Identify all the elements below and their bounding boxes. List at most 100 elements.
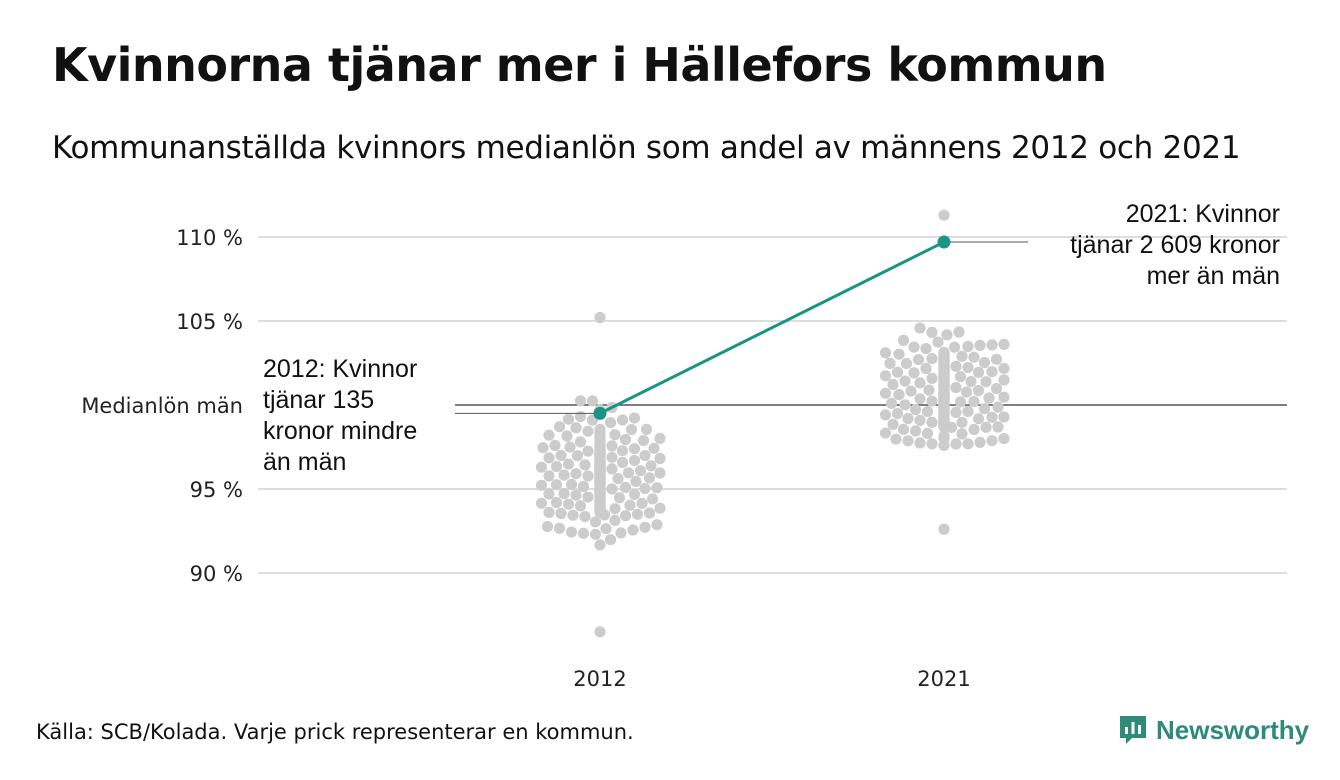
data-point [616, 445, 629, 457]
data-point [624, 499, 636, 511]
data-point [634, 465, 647, 477]
data-point [968, 351, 980, 363]
data-point [594, 423, 606, 435]
data-point [986, 411, 998, 423]
data-point [884, 357, 896, 369]
data-point [606, 440, 618, 452]
data-point [905, 385, 917, 397]
data-point [606, 451, 618, 463]
data-point [938, 523, 950, 535]
data-point [535, 461, 548, 473]
data-point [998, 411, 1010, 423]
data-point [637, 434, 650, 447]
data-point [612, 473, 624, 485]
data-point [998, 391, 1010, 403]
data-point [582, 491, 594, 503]
data-point [926, 353, 938, 365]
data-point [962, 438, 974, 450]
data-point [879, 370, 892, 382]
data-point [535, 497, 548, 509]
data-point [558, 488, 570, 500]
data-point [986, 339, 998, 351]
data-point [582, 425, 594, 437]
data-point [908, 367, 920, 379]
data-point [577, 527, 590, 539]
data-point [562, 458, 575, 470]
annotation-line: kronor mindre [263, 417, 417, 445]
data-point [954, 396, 967, 408]
data-point [622, 467, 635, 479]
data-point [885, 397, 898, 409]
data-point [986, 366, 998, 378]
data-point [628, 412, 641, 424]
data-point [962, 361, 974, 374]
highlight-point [593, 406, 607, 420]
data-point [549, 439, 561, 452]
data-point [965, 376, 977, 388]
data-point [926, 416, 938, 428]
data-point [630, 475, 642, 487]
data-point [950, 360, 962, 372]
chart-subtitle: Kommunanställda kvinnors medianlön som a… [52, 130, 1241, 166]
data-point [986, 435, 998, 447]
data-point [543, 506, 555, 518]
data-point [972, 385, 985, 397]
data-point [900, 358, 913, 370]
data-point [643, 507, 656, 519]
y-tick-label: 90 % [190, 562, 243, 586]
data-point [941, 329, 953, 341]
data-point [654, 432, 666, 444]
data-point [978, 403, 991, 415]
data-point [594, 626, 606, 638]
data-point [625, 424, 638, 436]
data-point [890, 433, 902, 445]
data-point [550, 479, 563, 491]
data-point [914, 393, 926, 405]
data-point [574, 436, 587, 448]
data-point [561, 430, 573, 442]
data-point [887, 378, 899, 391]
data-point [990, 353, 1003, 365]
data-point [897, 423, 910, 435]
data-point [932, 336, 944, 348]
data-point [562, 413, 575, 425]
data-point [887, 418, 899, 430]
data-point [631, 508, 644, 520]
data-point [980, 421, 992, 433]
brand-logo: Newsworthy [1118, 714, 1309, 746]
data-point [564, 441, 576, 453]
data-point [628, 488, 641, 500]
data-point [920, 343, 932, 355]
data-point [558, 469, 570, 481]
data-point [648, 442, 660, 454]
data-point [606, 483, 618, 495]
x-tick-label: 2012 [573, 667, 626, 691]
data-point [645, 460, 657, 472]
data-point [643, 472, 656, 484]
data-point [582, 445, 594, 457]
data-point [920, 362, 932, 375]
data-point [948, 341, 961, 353]
annotation-2021: 2021: Kvinnor tjänar 2 609 kronor mer än m… [1070, 200, 1280, 290]
data-point [980, 376, 992, 388]
data-point [978, 356, 991, 369]
data-point [899, 375, 911, 387]
data-point [938, 430, 950, 442]
data-point [613, 492, 626, 504]
data-point [998, 338, 1010, 350]
data-point [555, 507, 567, 520]
y-tick-label: 110 % [176, 226, 243, 250]
data-point [600, 523, 612, 535]
data-point [553, 421, 566, 433]
data-point [543, 470, 555, 482]
data-point [956, 416, 968, 428]
data-point [950, 438, 962, 450]
data-point [974, 339, 986, 351]
data-point [956, 428, 968, 440]
data-point [998, 362, 1010, 374]
data-point [926, 395, 938, 407]
data-point [570, 489, 582, 501]
data-point [606, 463, 618, 475]
data-point [553, 522, 566, 534]
bar-chart-speech-icon [1120, 716, 1146, 744]
